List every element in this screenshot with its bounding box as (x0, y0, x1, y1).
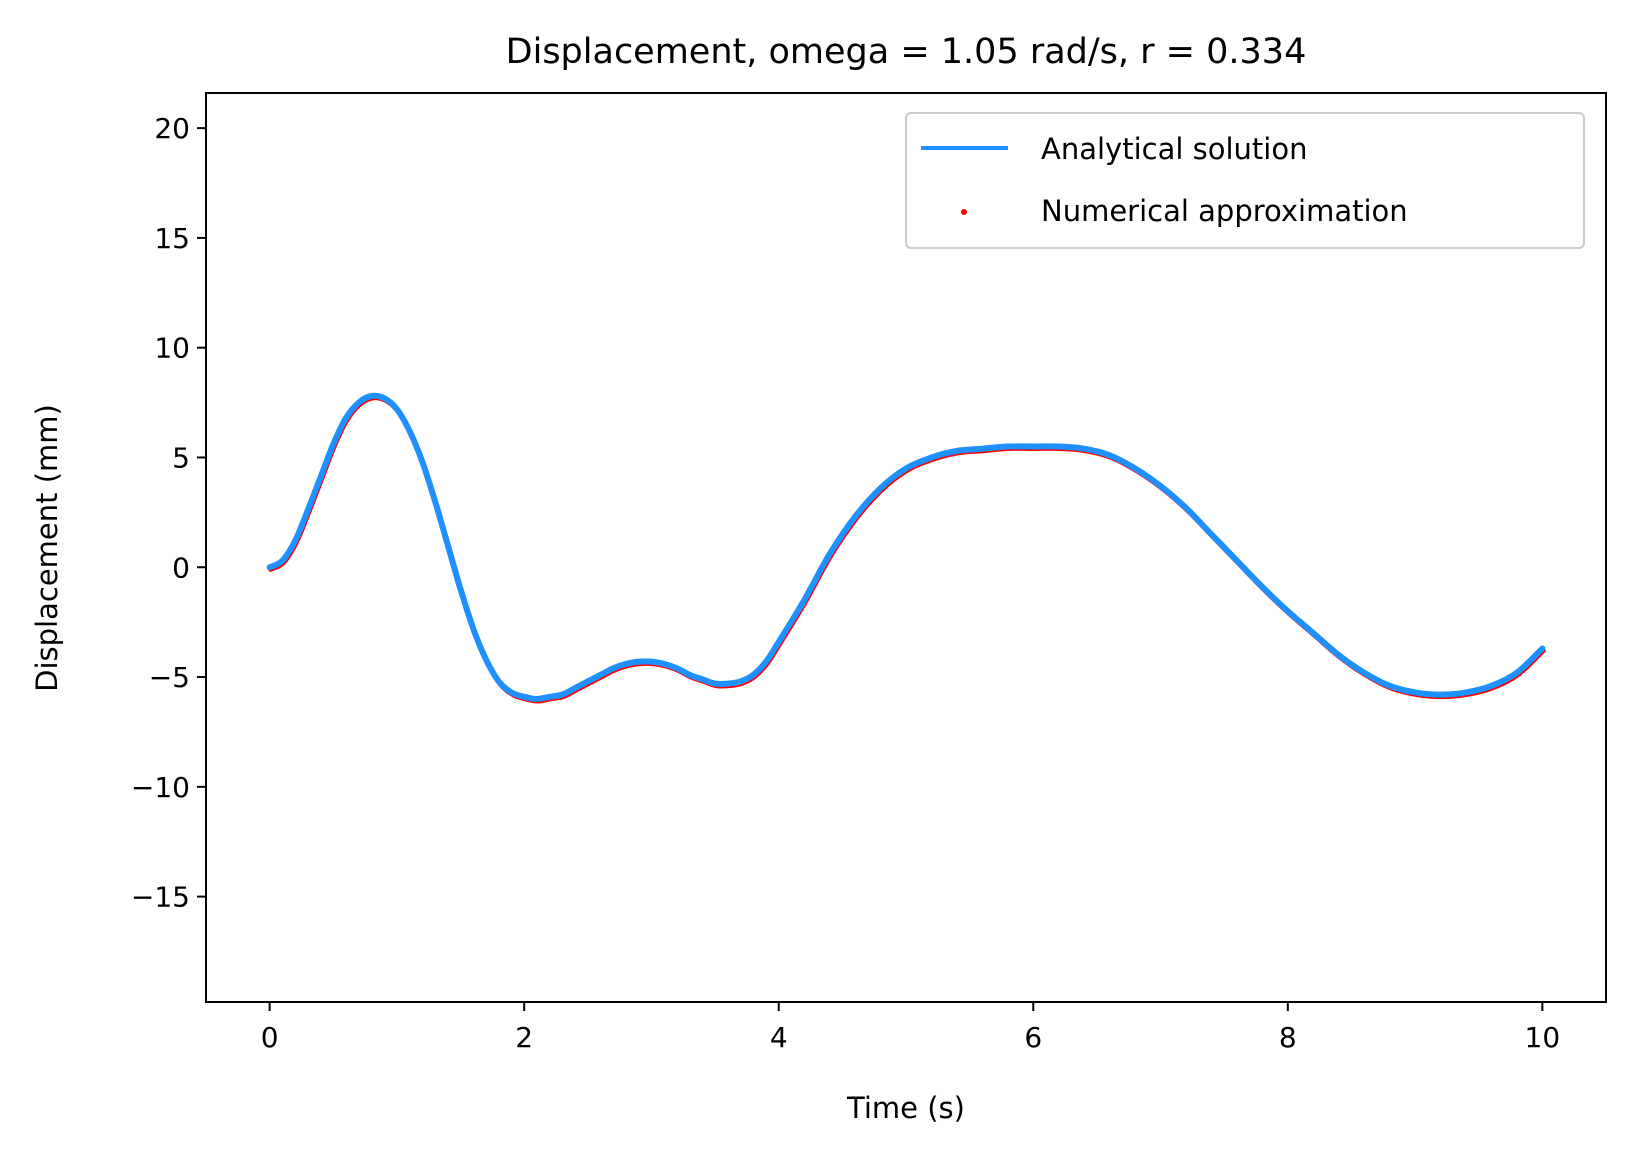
data-point (828, 553, 831, 555)
data-point (777, 641, 780, 643)
data-point (434, 500, 436, 503)
y-tick-label: −5 (149, 661, 190, 694)
chart-title: Displacement, omega = 1.05 rad/s, r = 0.… (506, 32, 1307, 72)
data-point (1541, 647, 1544, 650)
data-point (726, 682, 729, 685)
data-point (663, 662, 666, 665)
data-point (981, 447, 984, 450)
data-point (357, 401, 360, 404)
data-point (1032, 445, 1035, 448)
data-point (548, 695, 551, 698)
data-point (345, 417, 347, 419)
data-point (1388, 684, 1391, 687)
data-point (765, 660, 767, 663)
data-point (752, 673, 755, 676)
data-point (956, 449, 958, 452)
x-tick-label: 6 (1024, 1021, 1042, 1054)
data-point (421, 460, 424, 463)
data-point (854, 515, 856, 518)
legend: Analytical solution Numerical approximat… (905, 112, 1585, 249)
data-point (714, 682, 716, 685)
x-axis: 0 2 4 6 8 10 (261, 1002, 1560, 1054)
data-point (332, 443, 335, 446)
data-point (370, 395, 373, 397)
data-point (1057, 445, 1060, 448)
data-point (294, 540, 296, 542)
data-point (523, 695, 526, 698)
y-tick-label: 5 (172, 441, 190, 474)
data-point (1185, 507, 1187, 509)
data-point (574, 687, 576, 689)
data-point (485, 658, 487, 661)
data-point (561, 693, 564, 696)
data-point (1312, 632, 1315, 635)
data-point (1159, 485, 1162, 487)
data-point (268, 566, 271, 569)
y-tick-label: −10 (131, 771, 190, 804)
data-point (497, 680, 500, 683)
data-point (905, 467, 907, 470)
data-point (1465, 691, 1467, 694)
data-point (803, 599, 806, 602)
data-point (599, 673, 602, 676)
data-point (1337, 654, 1340, 656)
data-point (650, 660, 653, 663)
data-point (1439, 693, 1442, 696)
data-point (1414, 691, 1416, 694)
y-tick-label: −15 (131, 881, 190, 914)
legend-box (905, 112, 1585, 249)
data-point (446, 544, 449, 547)
data-point (1261, 586, 1264, 588)
data-point (1236, 559, 1238, 562)
legend-label-analytical: Analytical solution (1041, 132, 1307, 166)
y-tick-label: 15 (154, 222, 190, 255)
data-point (306, 509, 309, 512)
data-point (510, 691, 513, 694)
data-point (930, 456, 933, 459)
data-point (408, 430, 411, 433)
y-tick-label: 20 (154, 112, 190, 145)
x-tick-label: 8 (1279, 1021, 1297, 1054)
x-tick-label: 4 (770, 1021, 788, 1054)
data-point (625, 662, 627, 665)
data-point (1108, 454, 1111, 457)
data-point (612, 667, 615, 670)
y-axis-label: Displacement (mm) (30, 404, 64, 692)
data-point (1210, 533, 1213, 536)
legend-marker-swatch (961, 209, 967, 215)
y-tick-label: 0 (172, 551, 190, 584)
data-point (1083, 447, 1086, 450)
data-point (472, 627, 475, 630)
data-point (637, 660, 640, 663)
data-point (879, 487, 882, 490)
data-point (1490, 684, 1493, 687)
y-axis: −15 −10 −5 0 5 10 15 20 (131, 112, 206, 914)
data-point (1363, 671, 1366, 674)
legend-label-numerical: Numerical approximation (1041, 194, 1408, 228)
x-tick-label: 2 (515, 1021, 533, 1054)
x-tick-label: 0 (261, 1021, 279, 1054)
axes-frame (205, 92, 1607, 1003)
data-point (688, 673, 691, 676)
data-point (1006, 445, 1009, 448)
data-point (459, 588, 462, 591)
data-point (281, 559, 284, 562)
data-point (1134, 467, 1136, 470)
x-tick-label: 10 (1525, 1021, 1561, 1054)
data-point (676, 667, 678, 670)
data-point (1286, 610, 1289, 613)
data-point (396, 408, 398, 411)
data-point (739, 680, 742, 683)
data-point (319, 476, 322, 479)
plot-area (266, 392, 1546, 704)
data-point (586, 680, 589, 683)
data-point (383, 397, 386, 400)
x-axis-label: Time (s) (846, 1091, 965, 1125)
data-point (1516, 671, 1518, 674)
data-point (701, 678, 704, 681)
data-point (536, 698, 538, 700)
y-tick-label: 10 (154, 332, 190, 365)
